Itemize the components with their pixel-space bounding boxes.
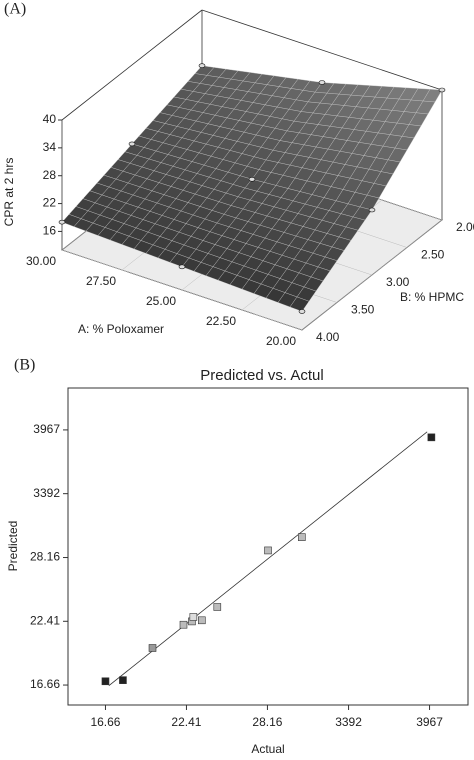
y-tick-label: 2.50 <box>421 248 445 262</box>
point <box>427 433 436 442</box>
plot-frame <box>67 387 469 706</box>
y-tick-label: 4.00 <box>316 330 340 344</box>
y-tick-label: 22.41 <box>30 613 60 627</box>
design-point <box>438 87 446 93</box>
y-tick-label: 3392 <box>33 486 60 500</box>
x-tick-label: 22.50 <box>206 314 236 328</box>
panel-label: (B) <box>14 357 35 374</box>
point <box>179 620 188 629</box>
point <box>264 546 272 555</box>
design-point <box>248 176 256 182</box>
x-tick-label: 3967 <box>416 715 443 729</box>
y-tick-label: 3967 <box>33 422 60 436</box>
point <box>198 616 206 625</box>
point <box>148 644 157 652</box>
y-tick-label: 16.66 <box>30 677 60 691</box>
x-tick-label: 28.16 <box>252 715 282 729</box>
panel-label: (A) <box>4 1 26 18</box>
x-tick-label: 25.00 <box>146 294 176 308</box>
y-axis-title: Predicted <box>6 521 20 572</box>
box-edge <box>201 9 443 91</box>
design-point <box>198 63 206 69</box>
design-point <box>368 207 376 213</box>
z-axis-title: CPR at 2 hrs <box>2 158 16 227</box>
point <box>101 677 110 686</box>
fit-line <box>108 431 428 687</box>
y-tick-label: 3.50 <box>351 303 375 317</box>
y-tick-label: 2.00 <box>456 220 474 234</box>
chart-title: Predicted vs. Actul <box>200 367 323 384</box>
z-tick-label: 16 <box>43 224 57 238</box>
z-tick-label: 40 <box>43 112 57 126</box>
x-tick-label: 27.50 <box>86 274 116 288</box>
surface-patch <box>289 296 310 312</box>
x-tick-label: 22.41 <box>171 715 201 729</box>
point <box>298 533 306 541</box>
z-tick-label: 22 <box>43 196 57 210</box>
box-edge <box>61 9 203 121</box>
design-point <box>298 309 306 314</box>
point <box>119 676 127 684</box>
y-tick-label: 3.00 <box>386 275 410 289</box>
design-point <box>178 264 186 270</box>
x-axis-title: Actual <box>251 742 284 756</box>
design-point <box>318 80 326 85</box>
grid-line <box>61 249 303 331</box>
design-point <box>128 141 136 147</box>
y-tick-label: 28.16 <box>30 550 60 564</box>
z-tick-label: 28 <box>43 168 57 182</box>
x-tick-label: 30.00 <box>26 254 56 268</box>
z-tick-label: 34 <box>43 140 57 154</box>
x-axis-title: A: % Poloxamer <box>78 322 164 336</box>
point <box>213 603 222 611</box>
x-tick-label: 16.66 <box>90 715 120 729</box>
y-axis-title: B: % HPMC <box>400 290 464 304</box>
point <box>189 613 198 621</box>
x-tick-label: 3392 <box>335 715 362 729</box>
x-tick-label: 20.00 <box>266 334 296 348</box>
design-point <box>58 219 66 225</box>
